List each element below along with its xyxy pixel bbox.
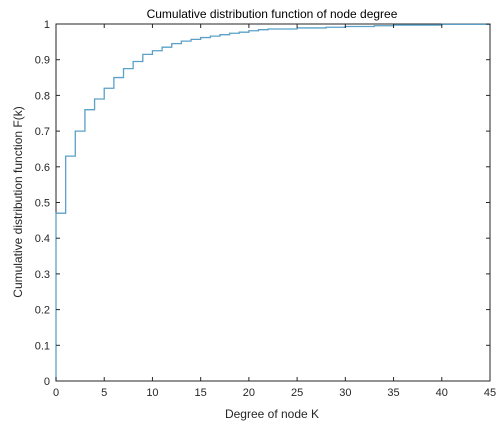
y-tick-label: 0.1 — [35, 340, 50, 352]
y-tick-label: 0.9 — [35, 55, 50, 67]
cdf-step-line — [55, 23, 491, 381]
y-axis-label: Cumulative distribution function F(k) — [11, 106, 25, 297]
y-axis: 0 0.1 0.2 0.3 0.4 0.5 0.6 0.7 0.8 0.9 1 — [35, 19, 490, 388]
x-tick-label: 40 — [436, 387, 448, 399]
x-tick-label: 10 — [146, 387, 158, 399]
y-tick-label: 0.3 — [35, 269, 50, 281]
y-tick-label: 0.8 — [35, 90, 50, 102]
x-axis: 0 5 10 15 20 25 30 35 40 45 — [53, 24, 496, 399]
y-tick-label: 0.2 — [35, 305, 50, 317]
plot-area — [55, 23, 491, 382]
y-tick-label: 0.5 — [35, 198, 50, 210]
x-tick-label: 15 — [195, 387, 207, 399]
x-tick-label: 35 — [387, 387, 399, 399]
x-tick-label: 25 — [291, 387, 303, 399]
y-tick-label: 0.6 — [35, 162, 50, 174]
chart-title: Cumulative distribution function of node… — [147, 7, 398, 21]
y-tick-label: 1 — [44, 19, 50, 31]
x-axis-label: Degree of node K — [225, 407, 319, 421]
y-tick-label: 0.7 — [35, 126, 50, 138]
x-tick-label: 5 — [101, 387, 107, 399]
y-tick-label: 0.4 — [35, 233, 50, 245]
y-tick-label: 0 — [44, 376, 50, 388]
x-tick-label: 0 — [53, 387, 59, 399]
x-tick-label: 20 — [243, 387, 255, 399]
x-tick-label: 45 — [484, 387, 496, 399]
x-tick-label: 30 — [339, 387, 351, 399]
